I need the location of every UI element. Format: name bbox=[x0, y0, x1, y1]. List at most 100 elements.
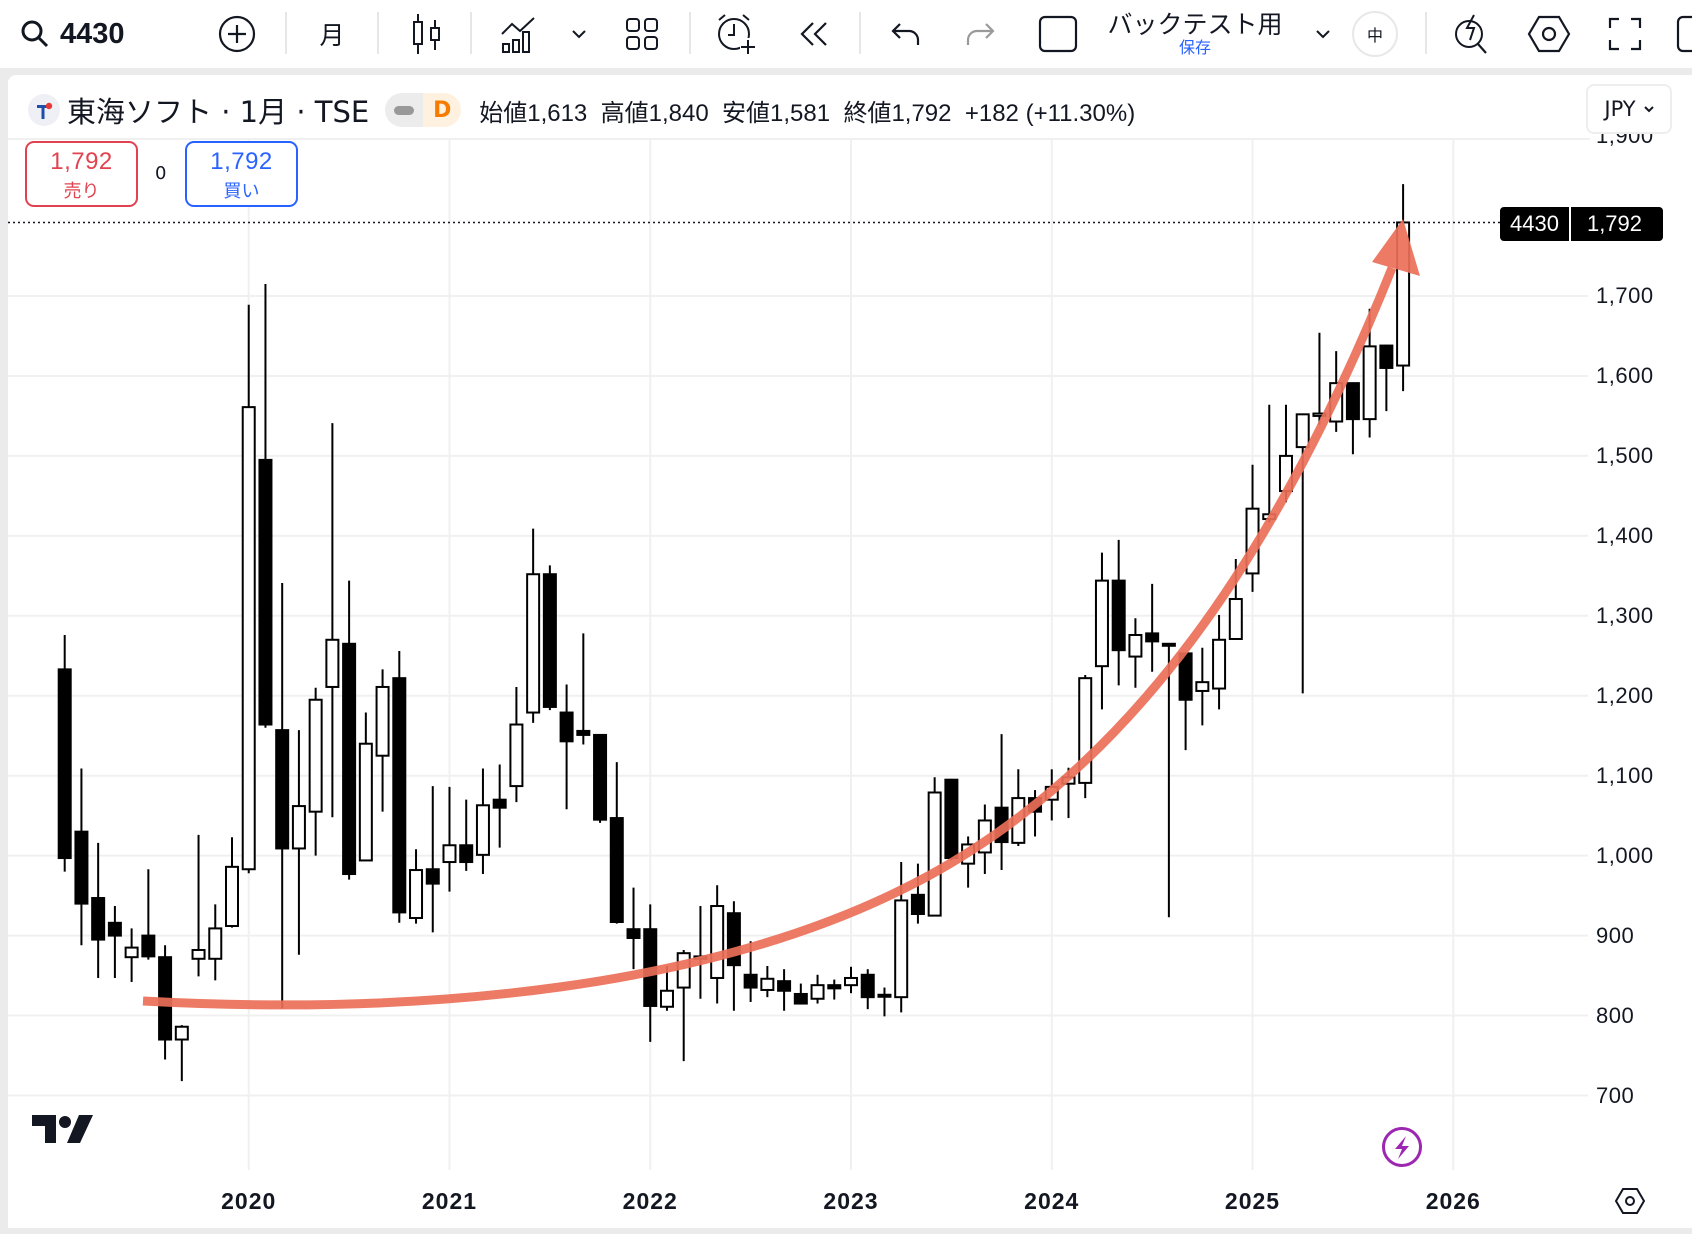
chart-type-button[interactable] bbox=[405, 10, 449, 58]
high-value: 1,840 bbox=[648, 99, 709, 127]
price-tick-label: 900 bbox=[1596, 922, 1635, 948]
hexagon-settings-icon bbox=[1527, 15, 1571, 53]
candle-up bbox=[1362, 345, 1377, 421]
undo-button[interactable] bbox=[884, 10, 928, 58]
symbol-title: 東海ソフト · 1月 · TSE bbox=[67, 95, 370, 129]
candle-up bbox=[1228, 598, 1243, 640]
close-value: 1,792 bbox=[891, 99, 952, 127]
candle-down bbox=[57, 668, 72, 860]
buy-button[interactable]: 1,792 買い bbox=[185, 141, 298, 207]
toolbar-divider bbox=[470, 12, 472, 54]
company-logo-icon bbox=[28, 94, 60, 126]
candle-down bbox=[141, 934, 156, 958]
trend-arrow-head bbox=[1372, 219, 1420, 276]
alert-button[interactable] bbox=[714, 10, 758, 58]
candle-up bbox=[1128, 633, 1143, 658]
indicators-dropdown[interactable] bbox=[566, 10, 592, 58]
candle-down bbox=[1345, 382, 1360, 421]
alarm-add-icon bbox=[718, 14, 756, 54]
candle-up bbox=[676, 952, 691, 989]
candle-up bbox=[358, 742, 373, 862]
fullscreen-icon bbox=[1608, 17, 1642, 51]
year-tick-label: 2024 bbox=[1024, 1188, 1080, 1214]
ohlc-values: 始値1,613 高値1,840 安値1,581 終値1,792 +182 (+1… bbox=[479, 93, 1135, 128]
chevron-down-icon bbox=[1643, 105, 1654, 112]
candles-icon bbox=[413, 14, 440, 54]
currency-selector[interactable]: JPY bbox=[1586, 84, 1672, 134]
candle-down bbox=[860, 973, 875, 999]
legend-bar bbox=[8, 80, 1590, 140]
top-toolbar: 4430 月 バックテスト用 保存 中 bbox=[0, 0, 1692, 68]
buy-label: 買い bbox=[223, 181, 260, 202]
sell-button[interactable]: 1,792 売り bbox=[25, 141, 138, 207]
price-label-symbol: 4430 bbox=[1500, 207, 1569, 241]
high-label: 高値 bbox=[600, 99, 649, 127]
candle-up bbox=[124, 946, 139, 959]
year-tick-label: 2025 bbox=[1224, 1188, 1281, 1214]
price-tick-label: 1,000 bbox=[1596, 842, 1654, 868]
lightning-icon[interactable] bbox=[1381, 1126, 1423, 1168]
chevron-down-icon bbox=[572, 30, 586, 39]
size-button[interactable]: 中 bbox=[1352, 11, 1398, 57]
indicators-button[interactable] bbox=[497, 10, 541, 58]
symbol-label: 4430 bbox=[60, 17, 125, 50]
year-tick-label: 2020 bbox=[221, 1188, 277, 1214]
screenshot-icon bbox=[1676, 15, 1692, 53]
year-tick-label: 2021 bbox=[421, 1188, 478, 1214]
currency-label: JPY bbox=[1604, 97, 1636, 121]
replay-button[interactable] bbox=[792, 10, 836, 58]
save-label: 保存 bbox=[1178, 38, 1211, 57]
open-label: 始値 bbox=[479, 99, 528, 127]
quick-search-button[interactable] bbox=[1450, 10, 1496, 58]
candle-up bbox=[710, 905, 725, 979]
price-tick-label: 800 bbox=[1596, 1002, 1635, 1028]
toolbar-divider bbox=[859, 12, 861, 54]
candle-down bbox=[107, 921, 122, 937]
candle-down bbox=[743, 973, 758, 989]
candle-up bbox=[291, 805, 306, 850]
price-tick-label: 1,200 bbox=[1596, 682, 1654, 708]
candle-down bbox=[576, 729, 591, 736]
interval-button[interactable]: 月 bbox=[319, 21, 345, 50]
candle-up bbox=[225, 865, 239, 928]
tradingview-logo[interactable] bbox=[32, 1113, 94, 1145]
symbol-search-button[interactable]: 4430 bbox=[20, 10, 150, 58]
symbol-legend[interactable]: 東海ソフト · 1月 · TSE D 始値1,613 高値1,840 安値1,5… bbox=[28, 92, 1135, 129]
candle-down bbox=[827, 984, 842, 990]
candle-down bbox=[877, 993, 892, 998]
sell-price: 1,792 bbox=[50, 148, 113, 175]
candle-down bbox=[609, 817, 624, 924]
price-label-value: 1,792 bbox=[1570, 207, 1663, 241]
candle-down bbox=[91, 897, 106, 941]
indicators-icon bbox=[501, 17, 535, 53]
candle-down bbox=[1145, 632, 1160, 643]
settings-button[interactable] bbox=[1526, 10, 1572, 58]
year-tick-label: 2026 bbox=[1425, 1188, 1481, 1214]
candle-up bbox=[894, 899, 909, 999]
candle-down bbox=[342, 642, 357, 876]
layout-dropdown[interactable] bbox=[1310, 10, 1336, 58]
redo-button[interactable] bbox=[958, 10, 1002, 58]
layout-button[interactable] bbox=[620, 10, 664, 58]
candle-up bbox=[760, 977, 775, 991]
sell-label: 売り bbox=[63, 181, 100, 202]
candle-up bbox=[241, 406, 256, 871]
add-symbol-button[interactable] bbox=[215, 10, 259, 58]
close-label: 終値 bbox=[843, 99, 892, 127]
candle-up bbox=[659, 989, 674, 1008]
fullscreen-button[interactable] bbox=[1602, 10, 1648, 58]
status-pill[interactable]: D bbox=[385, 93, 462, 127]
layout-square-button[interactable] bbox=[1036, 10, 1080, 58]
candle-down bbox=[542, 573, 557, 708]
axis-settings-icon[interactable] bbox=[1614, 1187, 1646, 1215]
price-tick-label: 1,100 bbox=[1596, 762, 1654, 788]
candle-up bbox=[1195, 681, 1210, 692]
candle-up bbox=[325, 638, 340, 688]
snapshot-button[interactable] bbox=[1676, 10, 1692, 58]
open-value: 1,613 bbox=[527, 99, 588, 127]
candle-down bbox=[74, 830, 89, 905]
low-label: 安値 bbox=[722, 99, 771, 127]
candle-down bbox=[626, 928, 641, 939]
layout-name-button[interactable]: バックテスト用 保存 bbox=[1100, 10, 1290, 58]
